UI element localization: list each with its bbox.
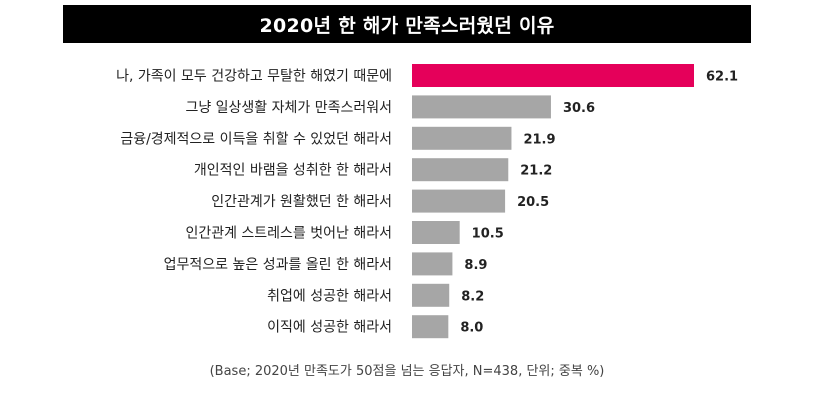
category-label: 나, 가족이 모두 건강하고 무탈한 해였기 때문에 xyxy=(116,69,392,85)
value-label: 62.1 xyxy=(706,70,738,85)
category-label: 그냥 일상생활 자체가 만족스러워서 xyxy=(185,100,392,116)
category-label: 업무적으로 높은 성과를 올린 한 해라서 xyxy=(164,257,392,273)
bar xyxy=(412,252,453,276)
value-label: 10.5 xyxy=(472,227,504,242)
category-label: 금융/경제적으로 이득을 취할 수 있었던 해라서 xyxy=(120,131,392,147)
value-label: 21.2 xyxy=(520,164,552,179)
value-label: 8.0 xyxy=(460,321,483,336)
bar xyxy=(412,283,450,307)
value-label: 20.5 xyxy=(517,195,549,210)
value-label: 8.2 xyxy=(461,289,484,304)
chart-title: 2020년 한 해가 만족스러웠던 이유 xyxy=(63,5,751,43)
bar xyxy=(412,189,506,213)
value-label: 30.6 xyxy=(563,101,595,116)
bar xyxy=(412,315,449,339)
bar xyxy=(412,221,460,244)
category-label: 취업에 성공한 해라서 xyxy=(267,288,392,304)
category-label: 인간관계 스트레스를 벗어난 해라서 xyxy=(185,226,392,242)
bar xyxy=(412,64,694,87)
bar xyxy=(412,95,551,119)
category-label: 이직에 성공한 해라서 xyxy=(267,320,392,336)
category-label: 개인적인 바램을 성취한 한 해라서 xyxy=(194,163,392,179)
bar xyxy=(412,126,512,150)
value-label: 21.9 xyxy=(523,132,555,147)
category-label: 인간관계가 원활했던 한 해라서 xyxy=(211,194,392,210)
footnote: (Base; 2020년 만족도가 50점을 넘는 응답자, N=438, 단위… xyxy=(209,364,605,379)
value-label: 8.9 xyxy=(464,258,487,273)
bar xyxy=(412,158,509,182)
